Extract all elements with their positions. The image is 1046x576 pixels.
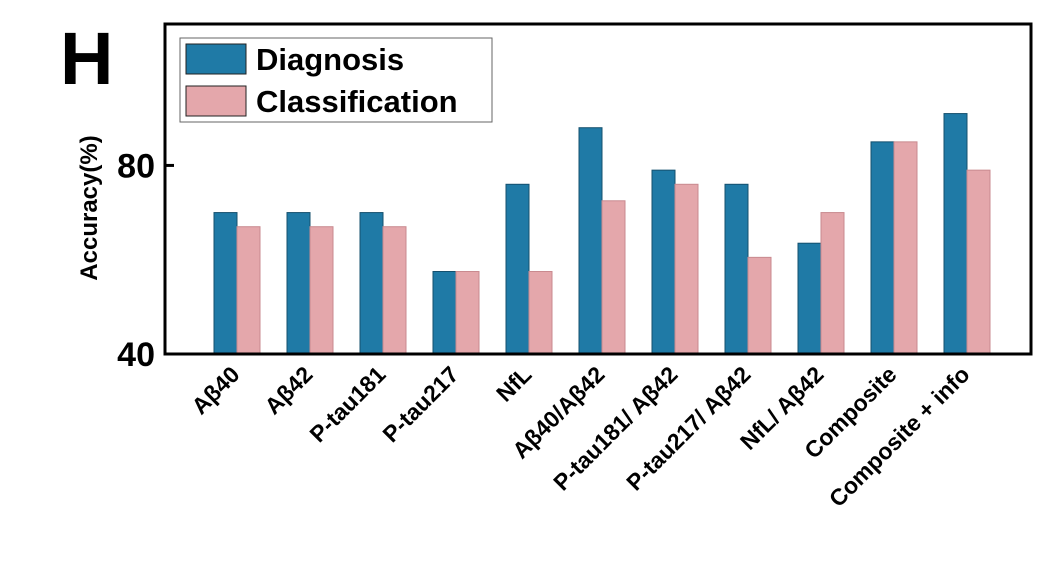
bar-classification-0 — [236, 226, 261, 355]
x-tick-label: NfL — [491, 361, 536, 406]
bar-classification-9 — [893, 141, 918, 355]
x-tick-label: P-tau217 — [377, 361, 463, 447]
legend-label-classification: Classification — [256, 84, 458, 119]
legend-label-diagnosis: Diagnosis — [256, 42, 404, 77]
x-tick-label: Composite + info — [824, 361, 975, 512]
legend-swatch-classification — [185, 85, 247, 117]
x-tick-label: P-tau181 — [304, 361, 390, 447]
y-tick-label: 80 — [117, 147, 155, 185]
bar-diagnosis-10 — [943, 113, 968, 355]
bar-classification-4 — [528, 271, 553, 355]
bar-classification-6 — [674, 183, 699, 355]
bar-classification-7 — [747, 256, 772, 355]
bar-diagnosis-9 — [870, 141, 895, 355]
x-tick-label: Aβ42 — [259, 361, 317, 419]
bar-classification-3 — [455, 271, 480, 355]
bar-classification-5 — [601, 200, 626, 355]
legend-swatch-diagnosis — [185, 43, 247, 75]
y-tick-label: 40 — [117, 336, 155, 374]
bar-diagnosis-6 — [651, 169, 676, 355]
plot-frame — [163, 22, 1033, 356]
bar-diagnosis-8 — [797, 242, 822, 355]
bar-classification-10 — [966, 169, 991, 355]
bar-classification-8 — [820, 212, 845, 355]
y-axis-ticks: 40 80 — [117, 147, 174, 374]
bar-classification-1 — [309, 226, 334, 355]
bar-classification-2 — [382, 226, 407, 355]
x-tick-label: Aβ40 — [186, 361, 244, 419]
legend: Diagnosis Classification — [179, 37, 493, 123]
bar-diagnosis-2 — [359, 212, 384, 355]
panel-label: H — [60, 17, 113, 100]
x-tick-label: P-tau217/ Aβ42 — [621, 361, 755, 495]
bar-diagnosis-1 — [286, 212, 311, 355]
bar-diagnosis-4 — [505, 183, 530, 355]
bars-group — [213, 113, 991, 355]
bar-diagnosis-7 — [724, 183, 749, 355]
bar-diagnosis-0 — [213, 212, 238, 355]
bar-diagnosis-5 — [578, 127, 603, 355]
bar-diagnosis-3 — [432, 271, 457, 355]
x-tick-label: P-tau181/ Aβ42 — [548, 361, 682, 495]
y-axis-label: Accuracy(%) — [76, 135, 103, 280]
